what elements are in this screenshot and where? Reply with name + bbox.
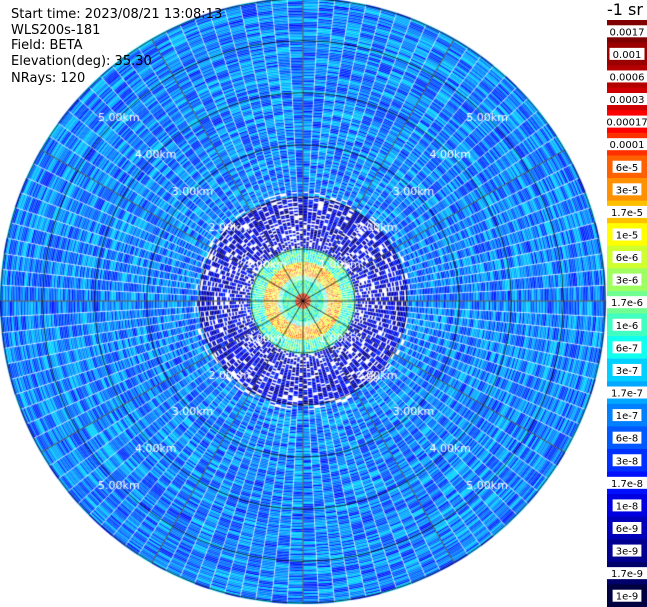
- colorbar-label: 6e-8: [616, 434, 639, 445]
- elevation: Elevation(deg): 35.30: [11, 54, 152, 69]
- colorbar-label: 3e-6: [616, 276, 639, 287]
- colorbar-label: 1.7e-9: [611, 569, 643, 580]
- colorbar-units: -1 sr: [607, 0, 643, 19]
- colorbar-label: 1.7e-8: [611, 479, 643, 490]
- colorbar-label: 0.0003: [610, 95, 645, 106]
- colorbar: 0.0017 0.001 0.0006 0.0003 0.00017 0.0001 6e-5…: [607, 20, 647, 607]
- colorbar-label: 0.0006: [610, 72, 645, 83]
- colorbar-label: 0.0001: [610, 140, 645, 151]
- colorbar-label: 0.001: [613, 50, 642, 61]
- colorbar-label: 3e-9: [616, 547, 639, 558]
- instrument-name: WLS200s-181: [11, 23, 101, 38]
- start-time: Start time: 2023/08/21 13:08:13: [11, 7, 223, 22]
- colorbar-label: 1.7e-7: [611, 389, 643, 400]
- colorbar-label: 6e-5: [616, 163, 639, 174]
- colorbar-label: 0.0017: [610, 27, 645, 38]
- colorbar-label: 3e-8: [616, 456, 639, 467]
- colorbar-label: 1.7e-6: [611, 298, 643, 309]
- colorbar-label: 3e-5: [616, 185, 639, 196]
- colorbar-label: 3e-7: [616, 366, 639, 377]
- colorbar-label: 1e-9: [616, 592, 639, 603]
- colorbar-label: 1e-5: [616, 230, 639, 241]
- nrays: NRays: 120: [11, 71, 86, 86]
- colorbar-label: 1.7e-5: [611, 208, 643, 219]
- colorbar-label: 6e-9: [616, 524, 639, 535]
- colorbar-label: 0.00017: [607, 118, 647, 129]
- colorbar-label: 1e-6: [616, 321, 639, 332]
- field-name: Field: BETA: [11, 38, 83, 53]
- colorbar-label: 1e-7: [616, 411, 639, 422]
- colorbar-label: 1e-8: [616, 501, 639, 512]
- colorbar-label: 6e-7: [616, 343, 639, 354]
- colorbar-label: 6e-6: [616, 253, 639, 264]
